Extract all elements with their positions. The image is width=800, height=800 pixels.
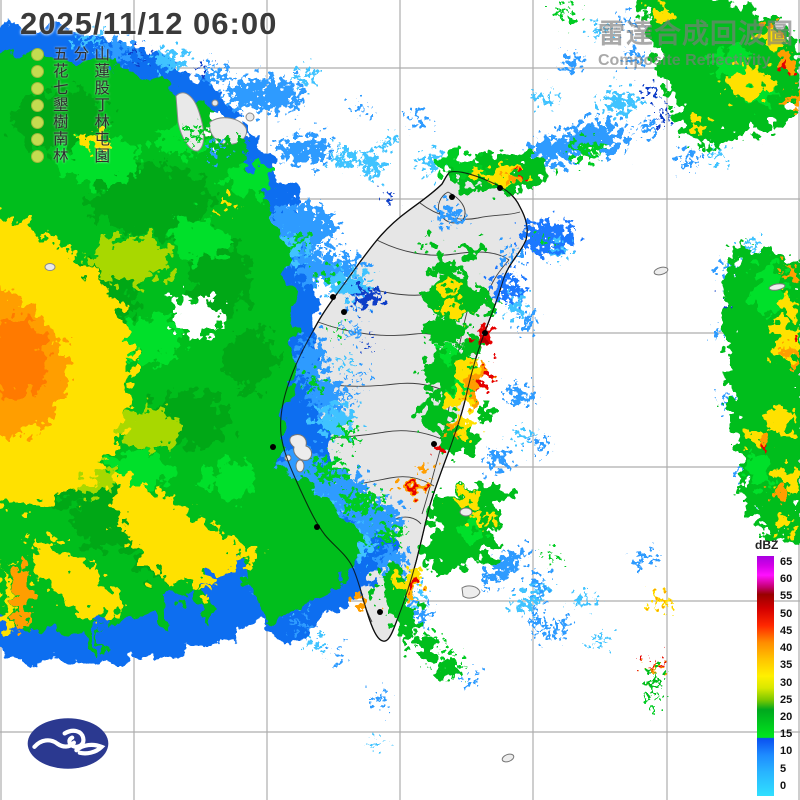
- colorbar-tick: 45: [780, 624, 793, 637]
- cwb-logo-wave-icon: [32, 728, 106, 756]
- colorbar-tick: 60: [780, 573, 793, 586]
- colorbar-tick-labels: 65 60 55 50 45 40 35 30 25 20 15 10 5 0: [780, 556, 800, 792]
- echo-south-cells: [648, 596, 669, 706]
- colorbar-unit-label: dBZ: [755, 538, 779, 552]
- cwb-logo: [27, 718, 109, 769]
- station-name: 林園: [53, 148, 110, 165]
- colorbar-tick: 10: [780, 745, 793, 758]
- station-name: 墾丁: [53, 97, 110, 114]
- dbz-colorbar: [757, 556, 774, 796]
- station-bullet-icon: [31, 150, 44, 163]
- legend-station: 七股: [31, 80, 110, 97]
- legend-station: 南屯: [31, 131, 110, 148]
- echo-west-orange-core: [0, 287, 68, 632]
- colorbar-tick: 50: [780, 607, 793, 620]
- radar-echo-layer: [0, 0, 800, 743]
- station-bullet-icon: [31, 48, 44, 61]
- echo-east-coast: [420, 239, 498, 454]
- echo-southeast: [356, 465, 506, 678]
- legend-station: 墾丁: [31, 97, 110, 114]
- legend-station: 林園: [31, 148, 110, 165]
- timestamp: 2025/11/12 06:00: [20, 6, 278, 41]
- station-bullet-icon: [31, 65, 44, 78]
- station-bullet-icon: [31, 133, 44, 146]
- station-name: 南屯: [53, 131, 110, 148]
- station-name: 樹林: [53, 114, 110, 131]
- colorbar-tick: 30: [780, 676, 793, 689]
- colorbar-tick: 40: [780, 642, 793, 655]
- colorbar-tick: 15: [780, 728, 793, 741]
- colorbar-tick: 0: [780, 779, 787, 792]
- station-bullet-icon: [31, 116, 44, 129]
- colorbar-tick: 35: [780, 659, 793, 672]
- colorbar-tick: 5: [780, 762, 787, 775]
- offshore-islands: [44, 92, 786, 763]
- coastline-overlay: [280, 171, 528, 642]
- station-bullet-icon: [31, 99, 44, 112]
- station-name: 七股: [53, 80, 110, 97]
- city-dots: [270, 185, 503, 615]
- legend-station: 樹林: [31, 114, 110, 131]
- echo-north-coast: [442, 152, 550, 192]
- station-legend: 五分山 花蓮 七股 墾丁 樹林 南屯 林園: [31, 46, 110, 165]
- station-name: 五分山: [53, 46, 110, 63]
- colorbar-tick: 55: [780, 590, 793, 603]
- station-name: 花蓮: [53, 63, 110, 80]
- colorbar-tick: 20: [780, 710, 793, 723]
- legend-station: 花蓮: [31, 63, 110, 80]
- colorbar-tick: 65: [780, 556, 793, 568]
- legend-station: 五分山: [31, 46, 110, 63]
- echo-northeast-corner: [641, 0, 800, 144]
- station-bullet-icon: [31, 82, 44, 95]
- colorbar-tick: 25: [780, 693, 793, 706]
